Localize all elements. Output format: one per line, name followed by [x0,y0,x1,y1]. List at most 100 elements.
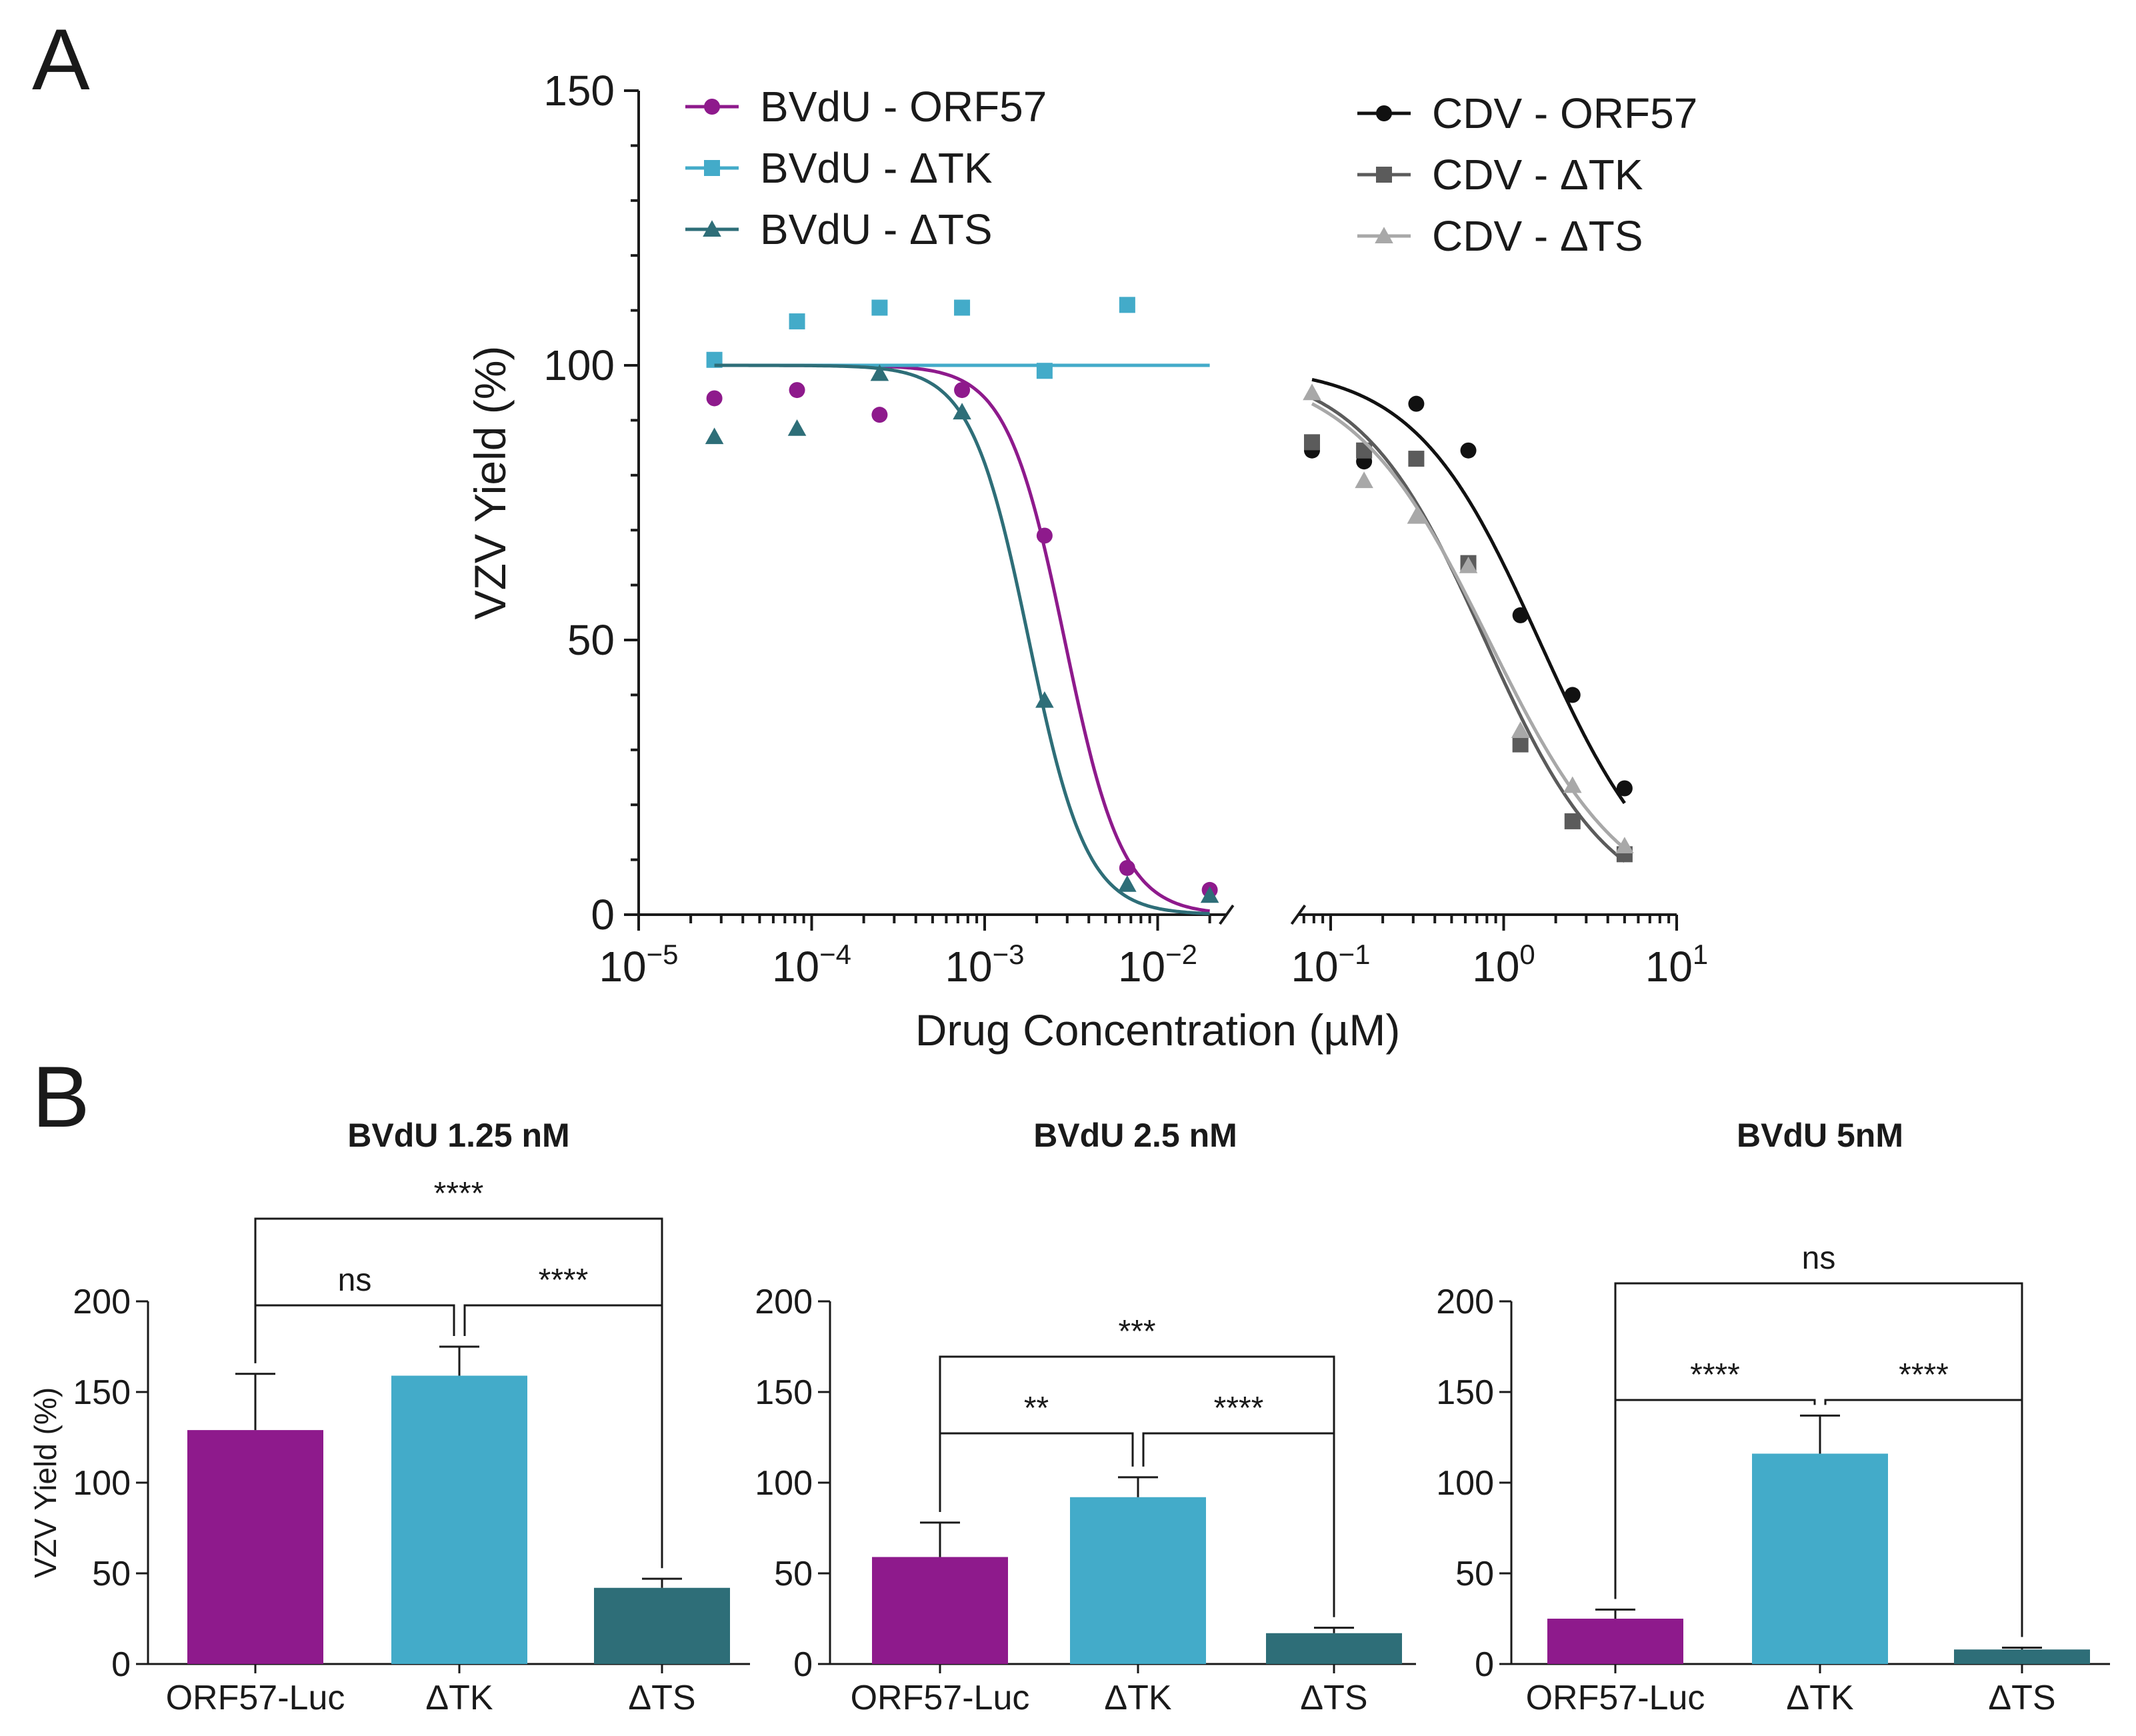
y-tick-label: 150 [755,1373,813,1412]
bar-chart-bvdu-1-25nm: BVdU 1.25 nM 0 50 100 150 200 VZV Yield (%) ORF… [28,1117,750,1717]
y-tick-label: 150 [543,67,615,115]
data-point-bvdu-ts [953,403,971,420]
data-point-bvdu-orf57 [1119,859,1135,876]
data-point-cdv-tk [1512,736,1529,753]
bar-chart-title: BVdU 1.25 nM [347,1117,569,1154]
category-label-orf57-luc: ORF57-Luc [851,1679,1030,1717]
legend-label: BVdU - ΔTK [760,144,993,192]
y-tick-label: 100 [73,1464,131,1503]
data-point-bvdu-orf57 [1036,527,1053,544]
y-axis-title: VZV Yield (%) [28,1387,63,1578]
legend-label: CDV - ΔTK [1432,151,1643,199]
legend-label: CDV - ΔTS [1432,212,1643,260]
bar-chart-title: BVdU 2.5 nM [1033,1117,1237,1154]
legend-marker [1375,227,1393,244]
data-point-cdv-ts [1303,383,1321,401]
significance-label: *** [1118,1314,1155,1349]
significance-label: **** [434,1176,484,1211]
data-point-bvdu-tk [871,299,888,316]
data-point-bvdu-ts [870,364,889,381]
bar-chart-title: BVdU 5nM [1737,1117,1903,1154]
series-cdv-tk [1303,396,1633,863]
category-label-tk: ΔTK [1104,1679,1171,1717]
legend-item-cdv-orf57: CDV - ORF57 [1357,89,1697,137]
series-cdv-ts [1303,383,1634,854]
legend-label: BVdU - ΔTS [760,205,993,253]
x-tick-label: 10−3 [945,939,1024,991]
data-point-cdv-ts [1615,837,1634,854]
legend-item-bvdu-orf57: BVdU - ORF57 [685,83,1047,131]
bracket-line [939,1355,1335,1617]
category-label-ts: ΔTS [1988,1679,2055,1717]
bar-ts [1954,1649,2090,1664]
significance-bracket: *** [939,1314,1335,1617]
legend-item-bvdu-ts: BVdU - ΔTS [685,205,993,253]
bracket-line [254,1217,663,1569]
data-point-cdv-orf57 [1460,442,1477,459]
data-point-bvdu-ts [1035,691,1054,708]
data-point-cdv-tk [1408,451,1425,467]
y-tick-label: 200 [1436,1283,1494,1321]
significance-label: **** [1899,1357,1949,1393]
x-tick-label: 10−5 [599,939,678,991]
category-label-orf57-luc: ORF57-Luc [1526,1679,1705,1717]
legend-marker [1376,167,1392,183]
y-tick-label: 0 [793,1645,813,1684]
bar-orf57-luc [1547,1619,1683,1664]
y-tick-label: 150 [1436,1373,1494,1412]
bar-ts [594,1587,730,1664]
x-tick-label: 10−4 [772,939,851,991]
data-point-bvdu-tk [1036,363,1053,379]
data-point-bvdu-tk [954,299,971,316]
legend-item-cdv-tk: CDV - ΔTK [1357,151,1643,199]
x-axis-break-mark [1219,904,1235,925]
panel-b-label: B [32,1048,90,1145]
data-point-bvdu-orf57 [871,407,888,423]
significance-label: **** [1690,1357,1740,1393]
y-tick-label: 200 [755,1283,813,1321]
y-tick-label: 100 [1436,1464,1494,1503]
data-point-cdv-ts [1511,721,1530,738]
y-tick-label: 0 [1475,1645,1494,1684]
data-point-cdv-ts [1355,471,1373,489]
data-point-bvdu-ts [787,419,807,436]
significance-label: **** [539,1263,589,1298]
y-axis-title: VZV Yield (%) [465,346,515,620]
panel-a-label: A [32,11,90,108]
y-tick-label: 100 [755,1464,813,1503]
category-label-ts: ΔTS [628,1679,695,1717]
bar-orf57-luc [872,1557,1008,1664]
y-tick-label: 50 [567,616,615,664]
legend-item-cdv-ts: CDV - ΔTS [1357,212,1643,260]
legend-marker [704,160,720,176]
bar-tk [1070,1497,1206,1664]
category-label-ts: ΔTS [1300,1679,1367,1717]
legend-marker [703,220,721,237]
bar-chart-bvdu-5nm: BVdU 5nM 0 50 100 150 200 ORF57-Luc ΔTK ΔTS **** *… [1436,1117,2110,1717]
bar-ts [1266,1633,1402,1664]
data-point-cdv-orf57 [1512,607,1529,623]
data-point-bvdu-orf57 [954,382,971,399]
bar-tk [391,1375,527,1664]
data-point-cdv-ts [1459,556,1478,573]
dose-response-chart: 0 50 100 150 10−5 10−4 10−3 10−2 10−1 100 101 Drug … [465,67,1708,1055]
y-tick-label: 0 [591,891,615,939]
y-tick-label: 150 [73,1373,131,1412]
data-point-cdv-orf57 [1408,395,1425,412]
y-tick-label: 50 [92,1555,131,1593]
legend-marker [704,99,720,115]
data-point-bvdu-ts [705,427,724,445]
y-tick-label: 50 [774,1555,813,1593]
legend-item-bvdu-tk: BVdU - ΔTK [685,144,993,192]
significance-label: ** [1024,1391,1049,1426]
category-label-tk: ΔTK [1786,1679,1853,1717]
data-point-bvdu-ts [1200,886,1219,903]
data-point-cdv-orf57 [1564,687,1581,703]
x-tick-label: 10−1 [1291,939,1370,991]
data-point-bvdu-orf57 [706,390,723,407]
data-point-bvdu-ts [1118,875,1137,892]
data-point-cdv-ts [1563,776,1582,793]
data-point-bvdu-tk [1119,297,1135,313]
fit-curve-cdv-tk [1311,396,1626,863]
